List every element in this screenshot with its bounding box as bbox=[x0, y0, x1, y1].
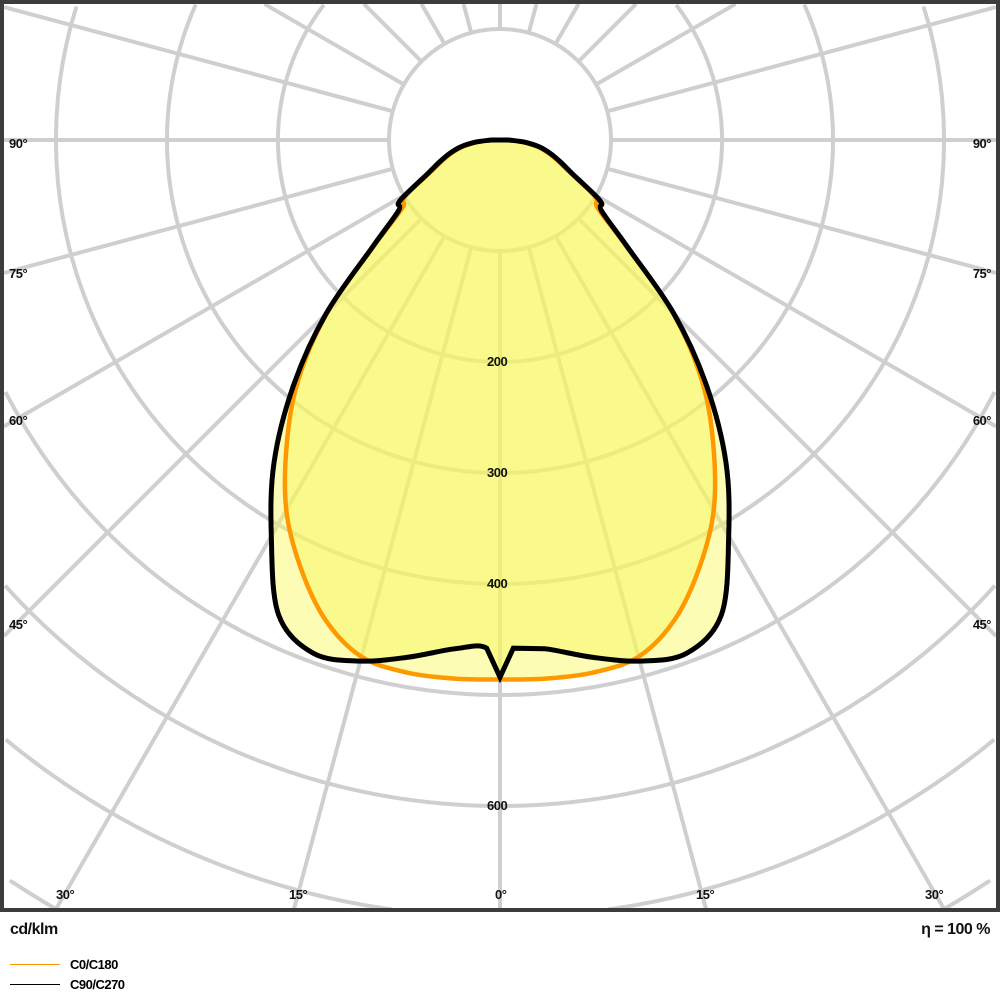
angle-label-45-right: 45° bbox=[972, 617, 992, 632]
angle-label-60-right: 60° bbox=[972, 413, 992, 428]
grid-circle-300 bbox=[165, 4, 835, 475]
radial-tick-label-200: 200 bbox=[487, 354, 508, 369]
grid-radial--150 bbox=[419, 4, 447, 45]
polar-grid bbox=[4, 4, 996, 910]
angle-label-0-bottom: 0° bbox=[495, 887, 507, 902]
legend-label: C0/C180 bbox=[70, 957, 118, 972]
grid-radial--45 bbox=[4, 217, 423, 638]
radial-tick-label-300: 300 bbox=[487, 465, 508, 480]
chart-frame bbox=[0, 0, 1000, 912]
radial-tick-label-400: 400 bbox=[487, 576, 508, 591]
grid-radial-165 bbox=[526, 4, 539, 34]
legend-item-c90-c270: C90/C270 bbox=[10, 977, 125, 992]
grid-radial-75 bbox=[606, 166, 996, 275]
grid-circle-200 bbox=[276, 4, 724, 364]
angle-label-30-left-bottom: 30° bbox=[56, 887, 75, 902]
fill-c0-c180 bbox=[284, 140, 716, 680]
grid-radial-60 bbox=[595, 193, 996, 429]
grid-radial-15 bbox=[526, 246, 709, 910]
grid-circle-500 bbox=[4, 391, 996, 697]
grid-circle-600 bbox=[4, 584, 996, 808]
grid-radial--120 bbox=[263, 4, 405, 87]
grid-radial--15 bbox=[291, 246, 474, 910]
grid-radial-105 bbox=[606, 5, 996, 114]
curves bbox=[268, 137, 732, 684]
efficiency-label: η = 100 % bbox=[921, 921, 990, 938]
unit-label: cd/klm bbox=[10, 921, 58, 938]
grid-radial--105 bbox=[4, 5, 394, 114]
angle-label-90-right: 90° bbox=[972, 136, 992, 151]
grid-radial--165 bbox=[461, 4, 474, 34]
angle-label-30-right-bottom: 30° bbox=[925, 887, 944, 902]
grid-circle-400 bbox=[54, 5, 946, 586]
angle-label-75-left: 75° bbox=[9, 266, 28, 281]
angle-label-75-right: 75° bbox=[972, 266, 992, 281]
grid-circle-700 bbox=[4, 738, 996, 910]
angle-label-15-right-bottom: 15° bbox=[696, 887, 715, 902]
angle-label-60-left: 60° bbox=[9, 413, 28, 428]
legend-item-c0-c180: C0/C180 bbox=[10, 957, 118, 972]
grid-radial-135 bbox=[577, 4, 638, 63]
grid-radial-120 bbox=[595, 4, 737, 87]
curve-c90-c270 bbox=[268, 137, 732, 684]
grid-radial--60 bbox=[4, 193, 405, 429]
grid-radial--30 bbox=[53, 235, 447, 910]
angle-label-90-left: 90° bbox=[9, 136, 28, 151]
fill-c90-c270 bbox=[270, 140, 730, 678]
radial-tick-label-600: 600 bbox=[487, 798, 508, 813]
grid-radial-150 bbox=[553, 4, 581, 45]
grid-radial-45 bbox=[577, 217, 996, 638]
grid-radial--135 bbox=[362, 4, 423, 63]
grid-circle-800 bbox=[8, 878, 992, 910]
grid-radial--75 bbox=[4, 166, 394, 275]
angle-label-15-left-bottom: 15° bbox=[289, 887, 308, 902]
legend-label: C90/C270 bbox=[70, 977, 125, 992]
legend-swatch-orange bbox=[10, 964, 60, 965]
grid-radial-30 bbox=[553, 235, 947, 910]
legend-swatch-black bbox=[10, 984, 60, 985]
angle-label-45-left: 45° bbox=[9, 617, 28, 632]
